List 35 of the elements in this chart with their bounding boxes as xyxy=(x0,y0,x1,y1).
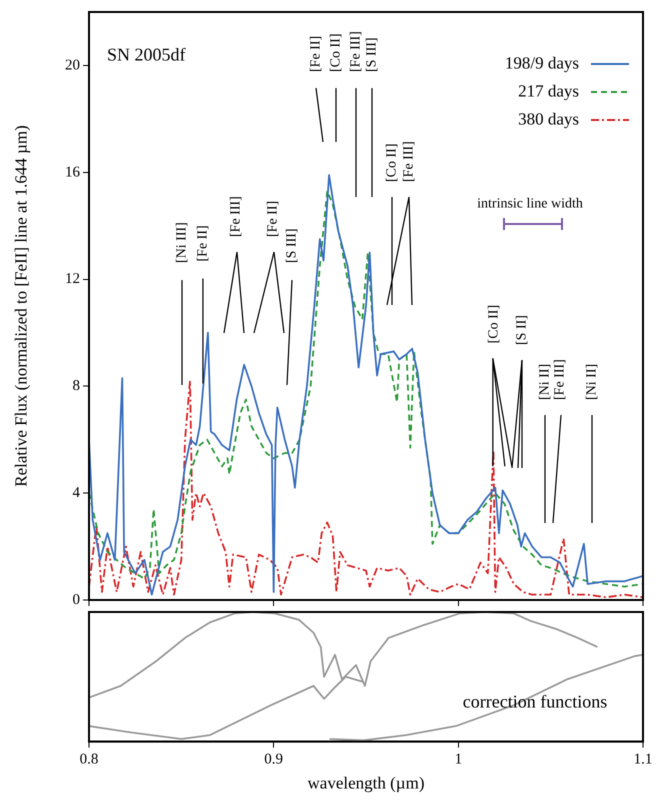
legend-label: 198/9 days xyxy=(504,53,579,72)
x-tick-label: 1.1 xyxy=(634,752,652,768)
annotation: [Fe II] xyxy=(266,200,281,237)
annotation: [Ni II] xyxy=(538,364,553,400)
x-tick-label: 0.9 xyxy=(264,752,284,768)
line-series xyxy=(89,380,643,598)
annotation: [S III] xyxy=(364,37,380,72)
annotation: [Co II] xyxy=(328,34,344,72)
legend-label: 380 days xyxy=(518,109,579,128)
y-tick-label: 16 xyxy=(65,164,80,180)
annotation: [Co II] xyxy=(384,144,400,182)
y-tick-label: 12 xyxy=(65,271,80,288)
annotation: intrinsic line width xyxy=(477,196,583,212)
annotation: SN 2005df xyxy=(107,44,186,65)
annotation: [S II] xyxy=(514,315,530,345)
annotation: [Co II] xyxy=(486,304,502,344)
annotation: [Fe II] xyxy=(196,225,211,262)
y-tick-label: 4 xyxy=(72,485,80,502)
y-axis-title: Relative Flux (normalized to [FeII] line at 1.644 µm) xyxy=(12,125,31,487)
annotation: [Ni III] xyxy=(174,222,190,263)
x-tick-label: 1 xyxy=(454,752,462,768)
annotation: [Fe III] xyxy=(228,196,244,237)
annotation: [Fe II] xyxy=(308,36,324,72)
y-tick-label: 8 xyxy=(72,378,80,394)
annotation: [Fe III] xyxy=(552,359,568,400)
y-tick-label: 20 xyxy=(65,57,80,74)
annotation: correction functions xyxy=(462,692,608,712)
y-tick-label: 0 xyxy=(72,592,80,608)
annotation: [S III] xyxy=(284,228,300,263)
x-tick-label: 0.8 xyxy=(80,752,98,768)
annotation: [Fe III] xyxy=(402,141,417,182)
legend-label: 217 days xyxy=(518,81,579,100)
annotation: [Ni II] xyxy=(584,364,600,400)
annotation: [Fe III] xyxy=(348,31,364,72)
x-axis-title: wavelength (µm) xyxy=(308,773,424,792)
